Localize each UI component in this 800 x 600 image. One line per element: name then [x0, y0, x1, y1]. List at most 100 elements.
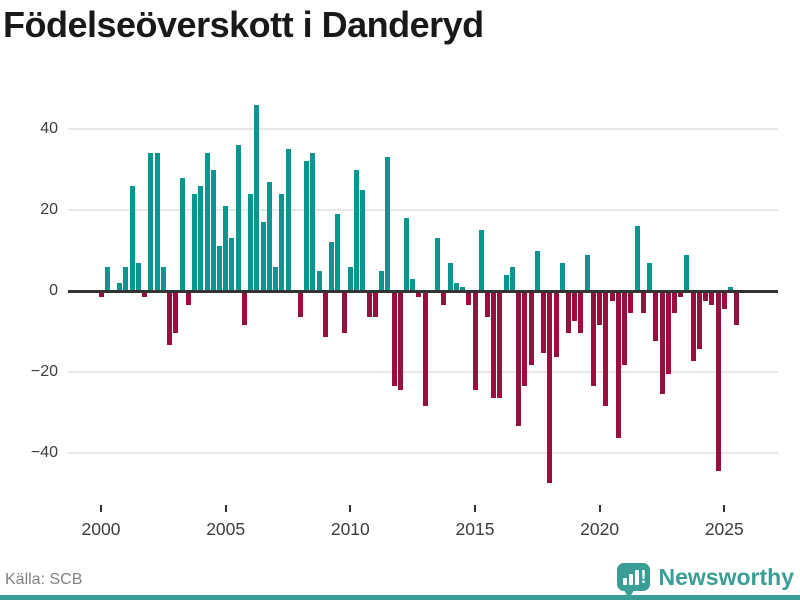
bar-2012Q2 — [403, 218, 409, 291]
bar-2023Q1 — [671, 292, 677, 313]
bar-2006Q2 — [254, 104, 260, 291]
bar-2010Q2 — [354, 169, 360, 291]
bar-2021Q3 — [634, 226, 640, 291]
x-axis-label-2020: 2020 — [580, 519, 620, 539]
bar-2017Q1 — [522, 292, 528, 386]
bar-2002Q1 — [148, 153, 154, 291]
bar-2001Q3 — [135, 262, 141, 291]
bar-2018Q4 — [566, 292, 571, 333]
x-axis-tick-2015 — [473, 505, 476, 512]
bar-2019Q3 — [584, 254, 590, 291]
zero-line — [68, 290, 778, 293]
bar-2001Q4 — [142, 292, 148, 297]
bar-2003Q2 — [179, 177, 185, 291]
bar-2005Q1 — [223, 205, 229, 291]
bar-2007Q3 — [285, 149, 291, 292]
bar-2022Q1 — [647, 262, 652, 291]
bar-2017Q4 — [541, 292, 546, 354]
bar-2001Q1 — [123, 266, 129, 291]
bar-2003Q1 — [173, 292, 179, 333]
x-axis-label-2015: 2015 — [455, 519, 495, 539]
y-axis-label--40: −40 — [30, 444, 58, 461]
bar-2024Q1 — [696, 292, 702, 350]
bar-2002Q2 — [154, 153, 160, 291]
bar-2002Q4 — [167, 292, 173, 346]
x-axis-tick-2000 — [100, 505, 102, 512]
bar-2025Q1 — [721, 292, 727, 309]
gridline-40 — [68, 128, 778, 130]
bar-2013Q4 — [441, 292, 447, 305]
y-axis-label-20: 20 — [40, 201, 58, 218]
y-axis-label-40: 40 — [40, 120, 58, 137]
bar-2016Q1 — [497, 292, 503, 398]
bar-2021Q2 — [628, 292, 634, 313]
bar-2017Q2 — [528, 292, 534, 366]
bar-2017Q3 — [534, 250, 540, 291]
bar-2008Q1 — [298, 292, 303, 317]
bar-2005Q4 — [241, 292, 247, 325]
bar-2020Q1 — [597, 292, 603, 325]
bar-2000Q4 — [117, 282, 123, 291]
bar-2019Q1 — [572, 292, 578, 321]
brand-name: Newsworthy — [658, 563, 794, 590]
bar-2020Q4 — [615, 292, 621, 439]
bar-2022Q4 — [665, 292, 671, 374]
bar-2019Q2 — [578, 292, 584, 333]
bar-2022Q3 — [659, 292, 665, 394]
bar-2003Q3 — [185, 292, 191, 305]
x-axis-tick-2010 — [349, 505, 352, 512]
x-axis-label-2000: 2000 — [81, 519, 121, 539]
bar-2022Q2 — [653, 292, 659, 342]
source-note: Källa: SCB — [5, 571, 83, 588]
x-axis-tick-2005 — [224, 505, 227, 512]
bar-2009Q4 — [341, 292, 347, 333]
bar-2008Q4 — [316, 270, 322, 292]
brand-bottom-strip — [0, 595, 800, 600]
newsworthy-icon: ! — [616, 563, 650, 599]
x-axis-label-2010: 2010 — [330, 519, 370, 539]
x-axis-label-2005: 2005 — [206, 519, 246, 539]
bar-2006Q4 — [266, 181, 272, 291]
bar-2021Q4 — [640, 292, 646, 313]
bar-2001Q2 — [129, 185, 135, 291]
newsworthy-logo: ! Newsworthy — [616, 559, 794, 599]
bar-2000Q1 — [98, 292, 104, 297]
bar-2015Q3 — [484, 292, 490, 317]
bar-2005Q2 — [229, 238, 235, 291]
bar-2014Q2 — [453, 282, 459, 291]
bar-2021Q1 — [622, 292, 628, 366]
bar-2004Q4 — [216, 246, 222, 291]
bar-2004Q1 — [198, 185, 204, 291]
bar-2018Q1 — [547, 292, 553, 483]
bar-2024Q2 — [703, 292, 709, 301]
bar-2009Q1 — [322, 292, 328, 337]
bar-2009Q3 — [335, 214, 341, 292]
bar-2013Q3 — [435, 238, 441, 291]
bar-2011Q3 — [385, 157, 391, 291]
bar-2024Q4 — [715, 292, 721, 471]
bar-2014Q3 — [460, 286, 465, 291]
bar-2023Q2 — [678, 292, 684, 297]
gridline--40 — [68, 452, 778, 454]
bar-2014Q4 — [466, 292, 472, 305]
bar-2016Q2 — [503, 274, 509, 291]
bar-2025Q3 — [734, 292, 740, 325]
bar-2015Q2 — [478, 230, 484, 292]
bar-2008Q3 — [310, 153, 316, 291]
bar-2024Q3 — [709, 292, 715, 305]
bar-2006Q1 — [248, 193, 254, 291]
bar-2015Q1 — [472, 292, 478, 390]
bar-2004Q3 — [210, 169, 216, 291]
bar-2007Q2 — [279, 193, 285, 291]
bar-2023Q4 — [690, 292, 696, 362]
bar-2016Q3 — [509, 266, 515, 291]
x-axis-tick-2025 — [723, 505, 726, 512]
bar-2012Q4 — [416, 292, 422, 297]
y-axis-label-0: 0 — [49, 282, 58, 299]
bar-2018Q2 — [553, 292, 559, 358]
bar-2010Q4 — [366, 292, 372, 317]
bar-2015Q4 — [491, 292, 497, 398]
bar-2010Q3 — [360, 189, 366, 292]
bar-2011Q1 — [372, 292, 378, 317]
